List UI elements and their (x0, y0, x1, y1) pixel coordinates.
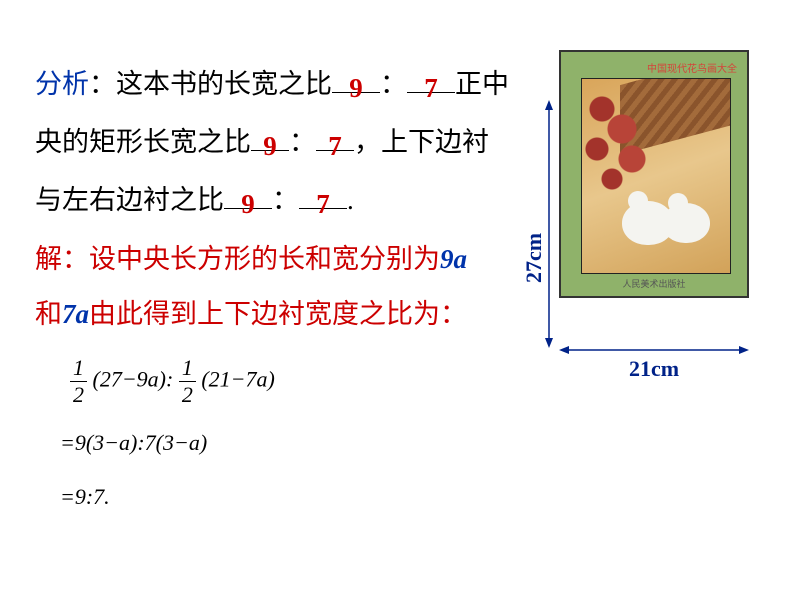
fraction-2: 1 2 (179, 355, 196, 408)
book-footer: 人民美术出版社 (561, 277, 747, 290)
arrow-vertical-icon (541, 100, 561, 348)
blank-1a: 9 (332, 65, 380, 93)
book-title: 中国现代花鸟画大全 (647, 60, 737, 75)
blank-1b: 7 (407, 65, 455, 93)
analysis-line-2: 央的矩形长宽之比9：7，上下边衬 (35, 113, 545, 171)
blank-2b: 7 (316, 123, 354, 151)
solution-label: 解： (35, 244, 89, 274)
math-line-1: 1 2 (27−9a): 1 2 (21−7a) (70, 355, 275, 408)
analysis-label: 分析 (35, 69, 89, 99)
analysis-line-3: 与左右边衬之比9：7. (35, 171, 545, 229)
math-line-2: =9(3−a):7(3−a) (60, 430, 207, 456)
math-line-3: =9:7. (60, 484, 110, 510)
book-inner-rect (581, 78, 731, 274)
blank-3b: 7 (299, 181, 347, 209)
analysis-block: 分析：这本书的长宽之比9：7正中 央的矩形长宽之比9：7，上下边衬 与左右边衬之… (35, 55, 545, 229)
height-label: 27cm (521, 233, 547, 283)
solution-block: 解：设中央长方形的长和宽分别为9a 和7a由此得到上下边衬宽度之比为： (35, 232, 555, 342)
blank-3a: 9 (224, 181, 272, 209)
book-cover: 中国现代花鸟画大全 人民美术出版社 (559, 50, 749, 298)
book-figure: 27cm 中国现代花鸟画大全 人民美术出版社 21cm (559, 50, 749, 298)
leaves-illustration (582, 79, 662, 199)
fraction-1: 1 2 (70, 355, 87, 408)
blank-2a: 9 (251, 123, 289, 151)
dove-illustration-2 (662, 203, 710, 243)
analysis-line-1: 分析：这本书的长宽之比9：7正中 (35, 55, 545, 113)
width-label: 21cm (559, 356, 749, 382)
